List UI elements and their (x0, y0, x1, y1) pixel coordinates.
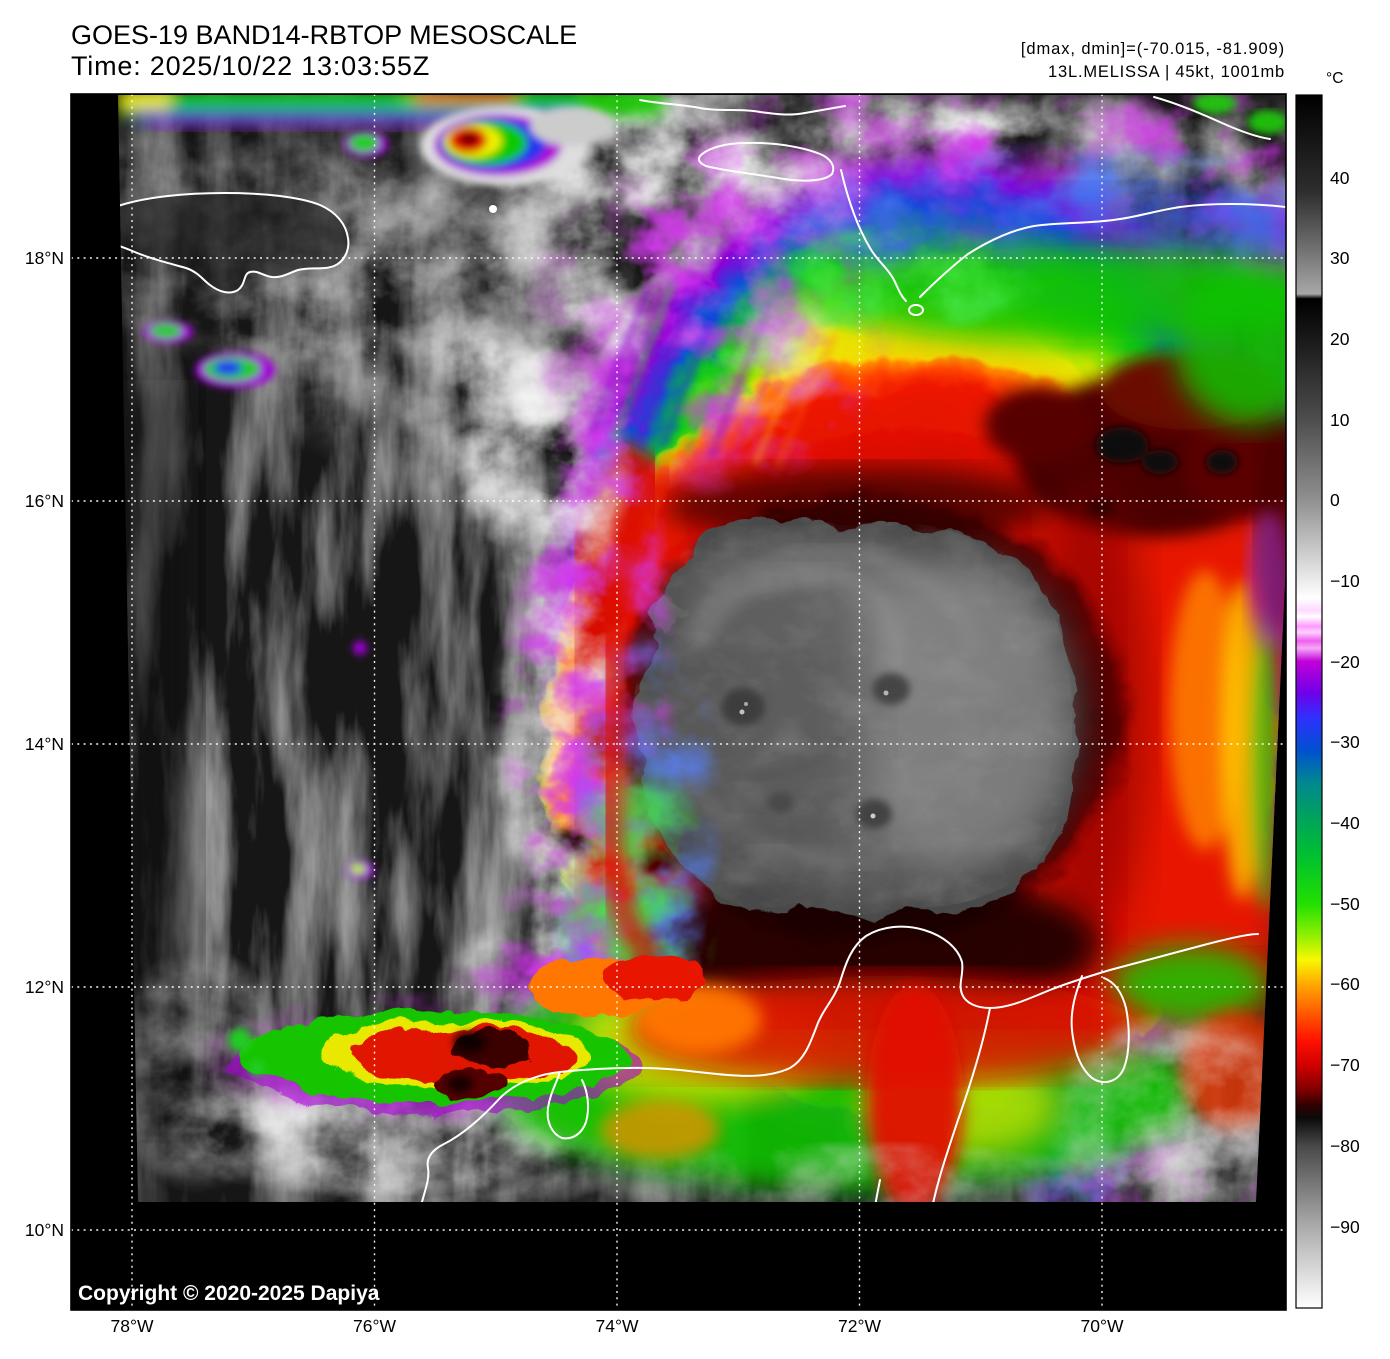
svg-text:−20: −20 (1330, 652, 1360, 672)
svg-text:−70: −70 (1330, 1055, 1360, 1075)
svg-text:Time: 2025/10/22 13:03:55Z: Time: 2025/10/22 13:03:55Z (71, 51, 430, 81)
svg-text:−50: −50 (1330, 894, 1360, 914)
svg-text:[dmax, dmin]=(-70.015, -81.909: [dmax, dmin]=(-70.015, -81.909) (1021, 40, 1285, 58)
svg-text:20: 20 (1330, 329, 1350, 349)
svg-text:14°N: 14°N (25, 734, 64, 754)
svg-text:78°W: 78°W (111, 1316, 154, 1336)
svg-text:−90: −90 (1330, 1217, 1360, 1237)
svg-text:30: 30 (1330, 248, 1350, 268)
svg-text:13L.MELISSA | 45kt, 1001mb: 13L.MELISSA | 45kt, 1001mb (1048, 63, 1285, 81)
svg-text:74°W: 74°W (596, 1316, 639, 1336)
svg-text:10: 10 (1330, 410, 1350, 430)
svg-text:−40: −40 (1330, 813, 1360, 833)
svg-text:−10: −10 (1330, 571, 1360, 591)
svg-text:12°N: 12°N (25, 977, 64, 997)
svg-text:10°N: 10°N (25, 1220, 64, 1240)
svg-text:−30: −30 (1330, 732, 1360, 752)
svg-text:0: 0 (1330, 490, 1340, 510)
svg-text:40: 40 (1330, 168, 1350, 188)
svg-text:72°W: 72°W (838, 1316, 881, 1336)
svg-text:GOES-19 BAND14-RBTOP MESOSCALE: GOES-19 BAND14-RBTOP MESOSCALE (71, 20, 577, 50)
svg-text:18°N: 18°N (25, 248, 64, 268)
svg-text:70°W: 70°W (1081, 1316, 1124, 1336)
svg-text:Copyright © 2020-2025 Dapiya: Copyright © 2020-2025 Dapiya (78, 1282, 380, 1305)
svg-text:76°W: 76°W (353, 1316, 396, 1336)
svg-text:°C: °C (1326, 70, 1343, 87)
svg-text:−60: −60 (1330, 974, 1360, 994)
svg-text:−80: −80 (1330, 1136, 1360, 1156)
svg-text:16°N: 16°N (25, 491, 64, 511)
